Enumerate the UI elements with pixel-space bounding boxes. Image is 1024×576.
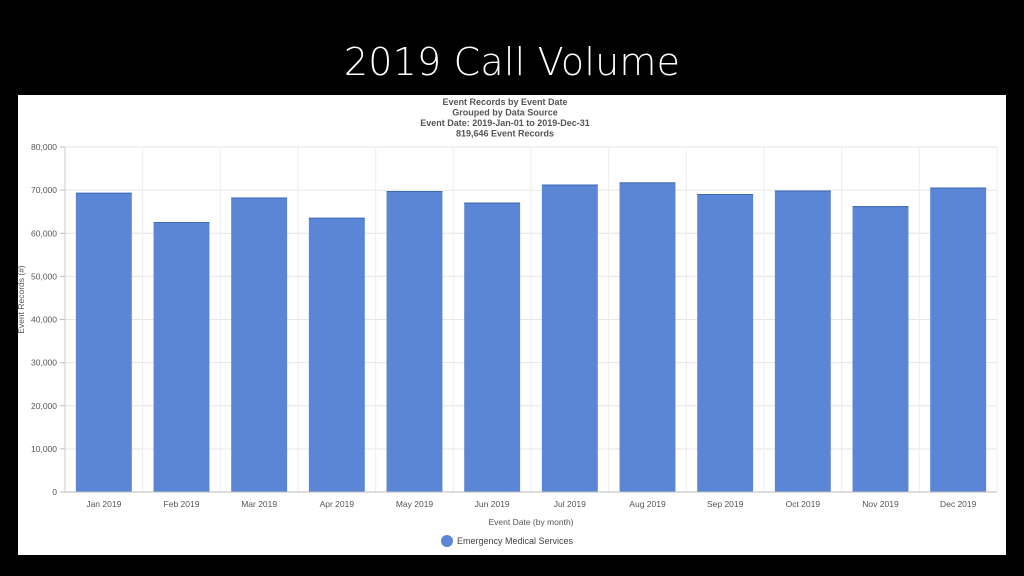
chart-title-line: Grouped by Data Source xyxy=(452,108,558,118)
x-tick-label: Apr 2019 xyxy=(320,499,355,509)
x-tick-label: Jun 2019 xyxy=(475,499,510,509)
y-tick-label: 70,000 xyxy=(31,185,57,195)
y-tick-label: 80,000 xyxy=(31,142,57,152)
bar-may-2019[interactable] xyxy=(386,190,443,493)
bar-nov-2019[interactable] xyxy=(852,206,909,493)
x-tick-label: Jan 2019 xyxy=(86,499,121,509)
y-axis-label: Event Records (#) xyxy=(18,265,26,334)
bar-apr-2019[interactable] xyxy=(308,217,365,492)
x-tick-label: Mar 2019 xyxy=(241,499,277,509)
y-tick-label: 50,000 xyxy=(31,271,57,281)
x-tick-label: Feb 2019 xyxy=(164,499,200,509)
x-axis-label: Event Date (by month) xyxy=(488,517,573,527)
bars xyxy=(75,182,987,493)
chart-title-line: Event Records by Event Date xyxy=(442,97,567,107)
x-tick-label: Nov 2019 xyxy=(862,499,899,509)
chart-title-line: 819,646 Event Records xyxy=(456,129,554,139)
legend-swatch xyxy=(441,535,453,547)
bar-oct-2019[interactable] xyxy=(774,190,831,492)
bar-dec-2019[interactable] xyxy=(930,187,987,492)
axes xyxy=(64,147,997,493)
x-tick-labels: Jan 2019 Feb 2019 Mar 2019 Apr 2019 May 2019… xyxy=(86,499,976,509)
x-tick-label: Sep 2019 xyxy=(707,499,744,509)
legend-entry: Emergency Medical Services xyxy=(457,536,574,546)
x-tick-label: Jul 2019 xyxy=(554,499,586,509)
bar-aug-2019[interactable] xyxy=(619,182,676,493)
x-tick-label: Aug 2019 xyxy=(629,499,666,509)
y-tick-label: 60,000 xyxy=(31,228,57,238)
bar-jun-2019[interactable] xyxy=(464,202,521,492)
bar-mar-2019[interactable] xyxy=(231,197,288,493)
y-tick-label: 0 xyxy=(52,487,57,497)
x-tick-label: Dec 2019 xyxy=(940,499,977,509)
bar-feb-2019[interactable] xyxy=(153,222,210,492)
chart-panel: Event Records by Event Date Grouped by Da… xyxy=(18,95,1006,555)
y-tick-label: 40,000 xyxy=(31,315,57,325)
x-tick-label: Oct 2019 xyxy=(786,499,821,509)
chart-title-line: Event Date: 2019-Jan-01 to 2019-Dec-31 xyxy=(420,118,590,128)
y-tick-labels: 0 10,000 20,000 30,000 40,000 50,000 60,000 70,… xyxy=(31,142,57,497)
legend[interactable]: Emergency Medical Services xyxy=(441,535,574,547)
y-tick-label: 20,000 xyxy=(31,401,57,411)
x-tick-label: May 2019 xyxy=(396,499,434,509)
slide-title: 2019 Call Volume xyxy=(343,40,681,84)
bar-jul-2019[interactable] xyxy=(541,184,598,493)
y-tick-label: 10,000 xyxy=(31,444,57,454)
y-tick-label: 30,000 xyxy=(31,358,57,368)
bar-jan-2019[interactable] xyxy=(75,192,132,492)
bar-sep-2019[interactable] xyxy=(697,194,754,492)
grid xyxy=(60,146,998,493)
